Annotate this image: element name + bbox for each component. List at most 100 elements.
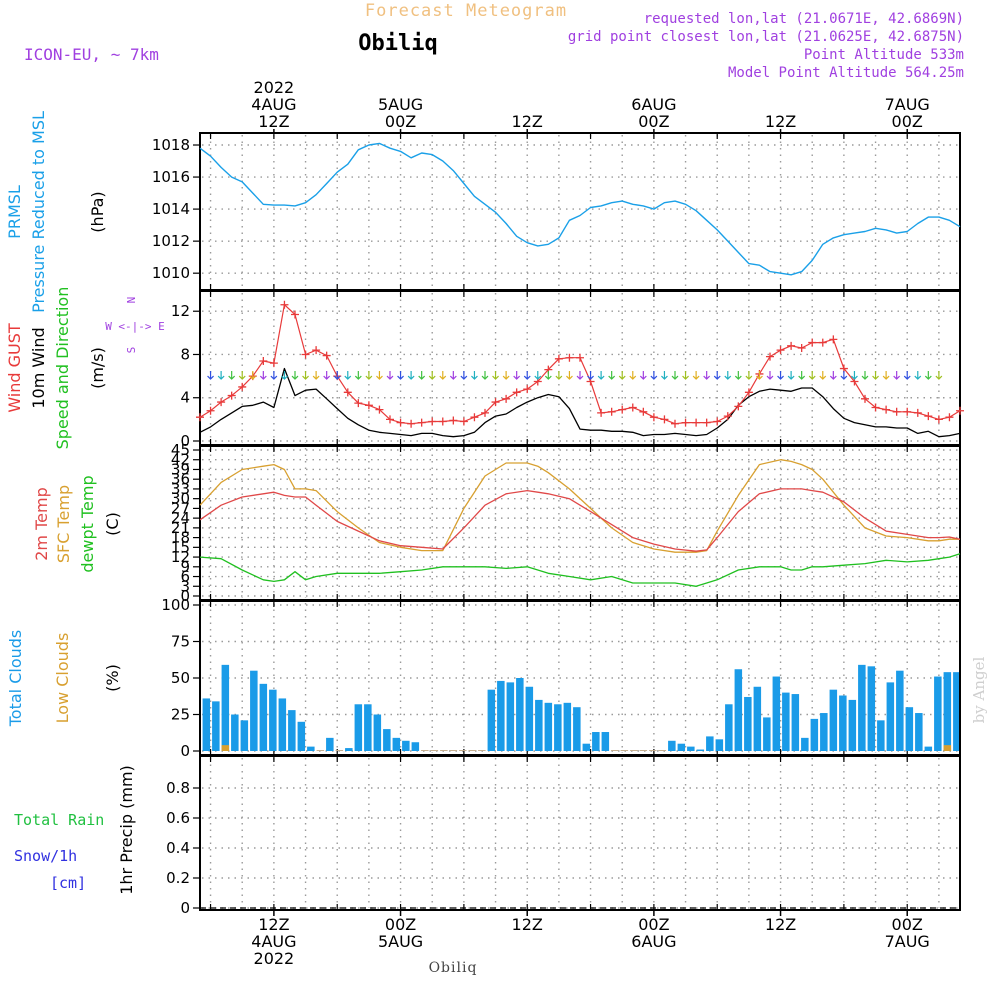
- cloud-bar-total: [449, 750, 458, 751]
- cloud-bar-total: [772, 676, 781, 751]
- wind-direction-arrow: [492, 371, 499, 380]
- time-label-bottom: 2022: [254, 949, 295, 968]
- y-tick-label: 36: [171, 470, 190, 488]
- cloud-bar-total: [516, 678, 524, 751]
- wind-gust-marker: [491, 398, 500, 407]
- cloud-bar-total: [478, 750, 486, 751]
- wind-direction-arrow: [460, 371, 468, 380]
- cloud-bar-low: [943, 745, 952, 751]
- wind-gust-marker: [396, 418, 405, 427]
- cloud-bar-total: [525, 686, 534, 751]
- wind-direction-arrow: [471, 371, 478, 380]
- wind-gust-marker: [565, 353, 574, 362]
- wind-direction-arrow: [872, 371, 879, 380]
- y-tick-label: 21: [171, 519, 190, 537]
- compass-south: S: [125, 347, 138, 354]
- wind-gust-marker: [502, 394, 511, 403]
- wind-direction-arrow: [713, 371, 721, 380]
- cloud-bar-total: [364, 704, 372, 751]
- y-tick-label: 0.2: [166, 869, 190, 887]
- wind-direction-arrow: [608, 371, 616, 380]
- temperature-axis-label: dewpt Temp: [78, 475, 97, 572]
- cloud-bar-total: [392, 737, 401, 751]
- wind-direction-arrow: [291, 371, 299, 380]
- precip-rain-label: Total Rain: [14, 811, 104, 829]
- time-label-top: 00Z: [638, 112, 669, 131]
- wind-gust-marker: [702, 418, 711, 427]
- wind-gust-marker: [713, 417, 722, 426]
- wind-direction-arrow: [481, 371, 489, 380]
- wind-direction-arrow: [851, 371, 858, 380]
- wind-gust-marker: [354, 399, 363, 408]
- cloud-bar-total: [497, 680, 505, 751]
- y-tick-label: 6: [180, 568, 190, 586]
- cloud-bar-total: [402, 740, 410, 751]
- wind-direction-arrow: [576, 371, 584, 380]
- wind-direction-arrow: [428, 371, 436, 380]
- time-label-top: 6AUG: [631, 95, 676, 114]
- time-label-top: 5AUG: [378, 95, 423, 114]
- wind-direction-arrow: [354, 371, 362, 380]
- wind-axis-label: Wind GUST: [5, 323, 24, 413]
- precip-snow-label: Snow/1h: [14, 847, 77, 865]
- cloud-bar-total: [725, 704, 733, 751]
- time-label-bottom: 5AUG: [378, 932, 423, 951]
- cloud-bar-total: [573, 707, 581, 751]
- cloud-bar-total: [915, 713, 923, 751]
- wind-speed-line: [199, 367, 961, 438]
- wind-gust-marker: [882, 405, 891, 414]
- y-tick-label: 75: [171, 633, 190, 651]
- clouds-axis-label: (%): [103, 664, 122, 692]
- wind-gust-marker: [301, 350, 310, 359]
- wind-direction-arrow: [661, 371, 668, 380]
- y-tick-label: 4: [180, 389, 190, 407]
- cloud-bar-total: [326, 737, 334, 751]
- y-tick-label: 12: [171, 302, 190, 320]
- cloud-bar-total: [383, 729, 391, 751]
- wind-direction-arrow: [513, 371, 521, 380]
- wind-direction-arrow: [544, 371, 552, 380]
- wind-direction-arrow: [407, 371, 415, 380]
- wind-direction-arrow: [745, 371, 753, 380]
- wind-gust-marker: [196, 413, 204, 422]
- wind-direction-arrow: [692, 371, 700, 380]
- cloud-bar-total: [658, 750, 667, 751]
- wind-gust-marker: [808, 338, 817, 347]
- wind-direction-arrow: [639, 371, 647, 380]
- y-tick-label: 1014: [152, 200, 190, 218]
- time-label-top: 4AUG: [251, 95, 296, 114]
- precip-snow-unit: [cm]: [50, 874, 86, 892]
- time-label-top: 2022: [254, 78, 295, 97]
- cloud-bar-total: [354, 704, 363, 751]
- y-tick-label: 1010: [152, 264, 190, 282]
- wind-gust-marker: [692, 418, 701, 427]
- wind-direction-arrow: [903, 371, 911, 380]
- y-tick-label: 42: [171, 451, 190, 469]
- wind-gust-marker: [459, 417, 468, 426]
- time-label-top: 00Z: [892, 112, 923, 131]
- cloud-bar-total: [506, 682, 515, 751]
- wind-direction-arrow: [766, 371, 774, 380]
- cloud-bar-total: [297, 721, 306, 751]
- wind-direction-arrow: [386, 371, 394, 380]
- wind-gust-marker: [945, 413, 954, 422]
- point-altitude: Point Altitude 533m: [804, 47, 964, 63]
- cloud-bar-total: [544, 702, 553, 751]
- cloud-bar-total: [335, 750, 344, 751]
- wind-direction-arrow: [207, 371, 214, 380]
- cloud-bar-total: [753, 686, 762, 751]
- temperature-axis-label: SFC Temp: [54, 485, 73, 563]
- cloud-bar-total: [554, 704, 562, 751]
- cloud-bar-total: [924, 746, 933, 751]
- wind-gust-marker: [597, 408, 606, 417]
- cloud-bar-total: [848, 699, 857, 751]
- wind-gust-marker: [375, 405, 384, 414]
- cloud-bar-total: [592, 732, 600, 751]
- clouds-axis-label: Low Clouds: [53, 633, 72, 724]
- wind-direction-arrow: [228, 371, 236, 380]
- wind-direction-arrow: [555, 371, 563, 380]
- time-label-bottom: 12Z: [512, 915, 543, 934]
- y-tick-label: 18: [171, 529, 190, 547]
- wind-gust-marker: [206, 406, 215, 415]
- wind-direction-arrow: [650, 371, 658, 380]
